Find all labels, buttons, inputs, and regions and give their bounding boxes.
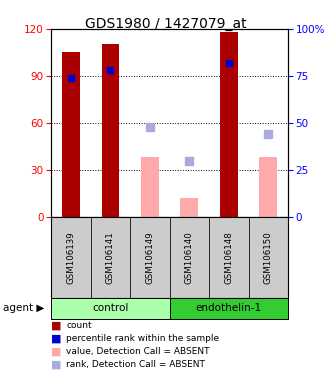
Bar bbox=[51, 217, 91, 298]
Text: endothelin-1: endothelin-1 bbox=[196, 303, 262, 313]
Bar bbox=[91, 217, 130, 298]
Bar bbox=[220, 32, 238, 217]
Bar bbox=[51, 298, 169, 319]
Text: GSM106140: GSM106140 bbox=[185, 231, 194, 284]
Text: rank, Detection Call = ABSENT: rank, Detection Call = ABSENT bbox=[66, 360, 205, 369]
Text: value, Detection Call = ABSENT: value, Detection Call = ABSENT bbox=[66, 347, 210, 356]
Text: agent ▶: agent ▶ bbox=[3, 303, 45, 313]
Text: count: count bbox=[66, 321, 92, 330]
Bar bbox=[169, 217, 209, 298]
Text: GDS1980 / 1427079_at: GDS1980 / 1427079_at bbox=[85, 17, 246, 31]
Text: GSM106141: GSM106141 bbox=[106, 231, 115, 284]
Bar bbox=[141, 157, 159, 217]
Bar bbox=[130, 217, 169, 298]
Text: control: control bbox=[92, 303, 129, 313]
Text: ■: ■ bbox=[51, 347, 62, 357]
Bar bbox=[169, 298, 288, 319]
Bar bbox=[62, 52, 80, 217]
Bar bbox=[102, 45, 119, 217]
Text: GSM106150: GSM106150 bbox=[264, 231, 273, 284]
Text: ■: ■ bbox=[51, 321, 62, 331]
Text: GSM106149: GSM106149 bbox=[145, 231, 155, 284]
Bar bbox=[249, 217, 288, 298]
Text: ■: ■ bbox=[51, 334, 62, 344]
Text: GSM106148: GSM106148 bbox=[224, 231, 233, 284]
Text: ■: ■ bbox=[51, 360, 62, 370]
Bar bbox=[209, 217, 249, 298]
Bar bbox=[260, 157, 277, 217]
Text: percentile rank within the sample: percentile rank within the sample bbox=[66, 334, 219, 343]
Bar bbox=[180, 198, 198, 217]
Text: GSM106139: GSM106139 bbox=[67, 231, 75, 284]
